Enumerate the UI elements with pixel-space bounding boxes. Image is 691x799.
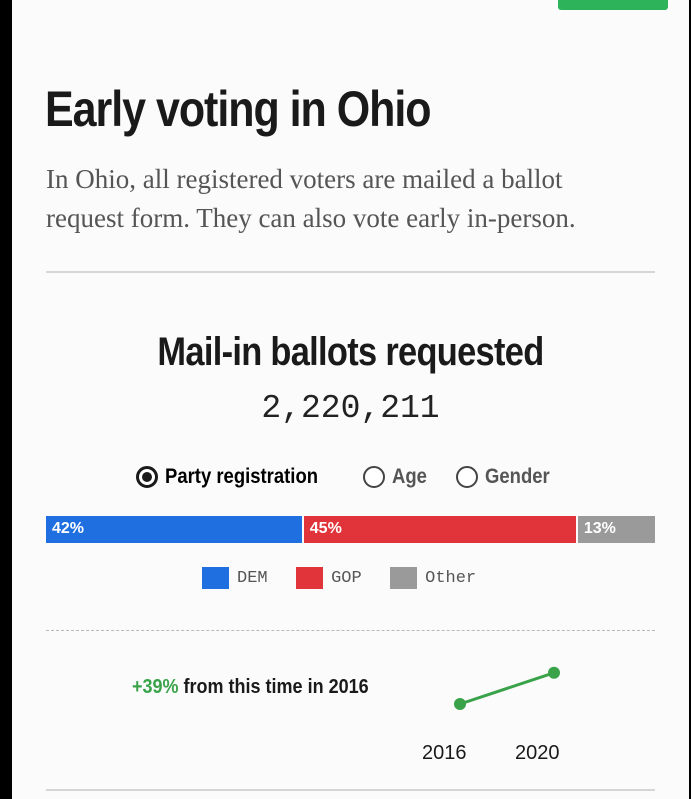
chart-title-text: Mail-in ballots requested	[157, 330, 544, 374]
legend-label: GOP	[331, 568, 362, 588]
radio-gender[interactable]: Gender	[456, 465, 559, 489]
radio-label: Gender	[485, 465, 551, 488]
change-text: from this time in 2016	[183, 676, 369, 698]
bar-segment-dem: 42%	[46, 516, 302, 543]
sparkline-point-2016	[454, 698, 466, 710]
year-label-2016: 2016	[422, 742, 467, 764]
legend-item-dem: DEM	[202, 567, 268, 589]
radio-selected-icon	[136, 466, 158, 488]
page-title: Early voting in Ohio	[45, 81, 432, 137]
sparkline	[454, 666, 560, 710]
radio-label: Party registration	[165, 465, 319, 488]
bar-value-label: 42%	[52, 520, 85, 537]
radio-age[interactable]: Age	[363, 465, 432, 489]
divider	[46, 271, 655, 273]
sparkline-point-2020	[548, 666, 560, 679]
legend: DEM GOP Other	[202, 567, 500, 594]
radio-label: Age	[392, 465, 428, 488]
radio-empty-icon	[456, 466, 479, 488]
intro-text: In Ohio, all registered voters are maile…	[46, 164, 576, 233]
divider	[46, 789, 655, 791]
sparkline-line	[459, 671, 555, 706]
bar-value-label: 45%	[309, 520, 342, 537]
dashed-divider	[46, 630, 655, 631]
stacked-bar: 42% 45% 13%	[46, 516, 655, 543]
legend-swatch-dem	[202, 567, 229, 589]
legend-item-other: Other	[390, 567, 476, 589]
legend-label: Other	[425, 568, 477, 588]
chart-card: Early voting in Ohio In Ohio, all regist…	[12, 0, 689, 799]
legend-label: DEM	[237, 568, 268, 588]
radio-empty-icon	[363, 466, 386, 488]
legend-swatch-gop	[296, 567, 324, 589]
top-action-button[interactable]	[558, 0, 668, 10]
radio-party-registration[interactable]: Party registration	[136, 465, 339, 489]
bar-segment-gop: 45%	[301, 516, 576, 543]
change-value: +39%	[132, 676, 179, 698]
bar-value-label: 13%	[583, 520, 616, 537]
bar-segment-other: 13%	[575, 516, 655, 543]
breakdown-toggle: Party registration Age Gender	[136, 465, 579, 495]
legend-swatch-other	[390, 567, 418, 589]
total-count: 2,220,211	[261, 390, 440, 427]
legend-item-gop: GOP	[296, 567, 362, 589]
change-summary: +39% from this time in 2016	[132, 676, 369, 699]
year-label-2020: 2020	[515, 742, 560, 764]
chart-title: Mail-in ballots requested	[12, 330, 689, 375]
